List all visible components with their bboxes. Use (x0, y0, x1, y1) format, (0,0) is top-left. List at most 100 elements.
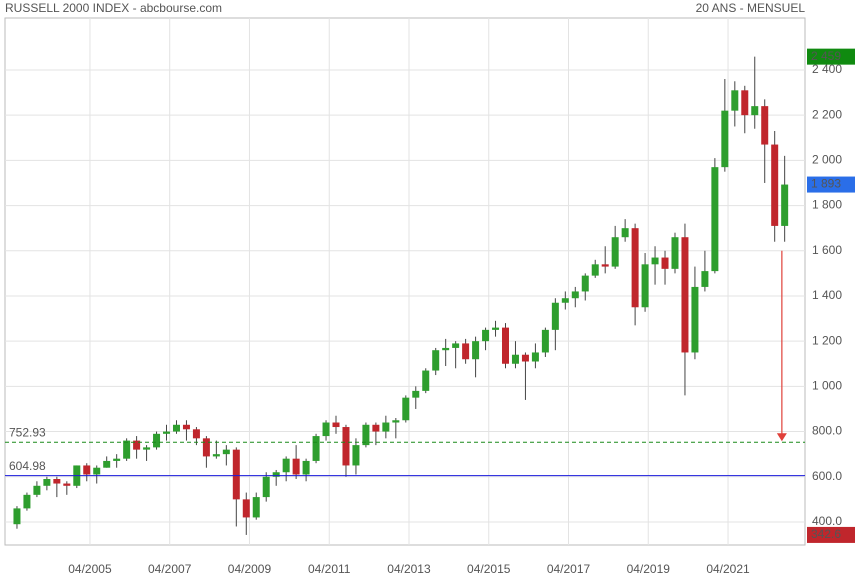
candle-body (172, 424, 180, 432)
candle-body (83, 465, 91, 475)
candle-body (611, 237, 619, 267)
y-tick-label: 2 000 (812, 153, 842, 167)
candle-body (432, 350, 440, 371)
candle-body (362, 424, 370, 446)
candle-body (342, 427, 350, 466)
candle-body (641, 264, 649, 308)
candle-body (651, 257, 659, 265)
candle-body (571, 291, 579, 299)
candle-body (412, 390, 420, 398)
candle-body (153, 433, 161, 448)
y-tick-label: 1 400 (812, 288, 842, 302)
candle-body (721, 110, 729, 168)
candle-body (232, 449, 240, 500)
candle-body (33, 485, 41, 495)
candle-body (761, 106, 769, 145)
candle-body (392, 420, 400, 423)
candle-body (252, 497, 260, 518)
candle-body (731, 90, 739, 111)
candle-body (402, 397, 410, 421)
price-tag (807, 176, 855, 193)
candle-body (43, 479, 51, 486)
candle-body (511, 354, 519, 364)
candle-body (531, 352, 539, 362)
candle-body (113, 458, 121, 461)
x-tick-label: 04/2019 (627, 562, 671, 576)
candle-body (492, 327, 500, 330)
candle-body (182, 424, 190, 430)
candle-body (631, 228, 639, 308)
candle-body (442, 347, 450, 351)
candle-body (282, 458, 290, 473)
y-tick-label: 600.0 (812, 469, 842, 483)
x-tick-label: 04/2021 (706, 562, 750, 576)
candle-body (133, 440, 141, 450)
price-tag-label: 2 459 (811, 49, 841, 63)
y-tick-label: 2 200 (812, 107, 842, 121)
y-tick-label: 800.0 (812, 424, 842, 438)
candle-body (163, 431, 171, 434)
plot-frame (4, 17, 806, 546)
candle-body (561, 298, 569, 303)
y-tick-label: 1 600 (812, 243, 842, 257)
price-tag (807, 48, 855, 65)
candle-body (771, 144, 779, 226)
candle-body (601, 264, 609, 267)
x-tick-label: 04/2013 (387, 562, 431, 576)
arrow-head (776, 433, 787, 442)
candle-body (13, 508, 21, 525)
candle-body (53, 479, 61, 484)
candle-body (123, 440, 131, 459)
candle-body (581, 275, 589, 292)
candle-body (23, 494, 31, 509)
candle-body (202, 438, 210, 457)
y-tick-label: 1 000 (812, 379, 842, 393)
candle-body (591, 264, 599, 276)
x-tick-label: 04/2017 (547, 562, 591, 576)
candle-body (312, 436, 320, 461)
chart-subtitle: 20 ANS - MENSUEL (696, 1, 806, 15)
x-tick-label: 04/2007 (148, 562, 192, 576)
candle-body (103, 460, 111, 468)
reference-label: 604.98 (9, 459, 46, 473)
candle-body (332, 422, 340, 428)
candle-body (751, 106, 759, 116)
y-tick-label: 1 200 (812, 333, 842, 347)
price-tag-label: 342.6 (811, 527, 841, 541)
x-tick-label: 04/2005 (68, 562, 112, 576)
candle-body (462, 343, 470, 360)
y-tick-label: 2 400 (812, 62, 842, 76)
candle-body (521, 354, 529, 362)
candle-body (681, 237, 689, 353)
candle-body (501, 327, 509, 364)
chart-title: RUSSELL 2000 INDEX - abcbourse.com (5, 1, 222, 15)
candle-body (701, 271, 709, 287)
candle-body (452, 343, 460, 348)
candle-body (302, 460, 310, 475)
price-tag (807, 526, 855, 543)
candle-body (741, 90, 749, 116)
candle-body (352, 445, 360, 466)
candle-body (192, 429, 200, 439)
candle-body (541, 329, 549, 353)
candle-body (691, 286, 699, 353)
price-tag-label: 1 893 (811, 177, 841, 191)
candle-body (781, 184, 789, 226)
candle-body (63, 483, 71, 486)
x-tick-label: 04/2009 (228, 562, 272, 576)
candle-body (262, 476, 270, 498)
candle-body (661, 257, 669, 269)
candle-body (422, 370, 430, 391)
candle-body (482, 329, 490, 342)
candle-body (93, 467, 101, 475)
x-tick-label: 04/2011 (308, 562, 351, 576)
candle-body (472, 341, 480, 360)
candle-body (222, 449, 230, 455)
candle-body (143, 447, 151, 450)
candle-body (292, 458, 300, 475)
reference-label: 752.93 (9, 425, 46, 439)
candle-body (322, 422, 330, 437)
candle-body (372, 424, 380, 432)
